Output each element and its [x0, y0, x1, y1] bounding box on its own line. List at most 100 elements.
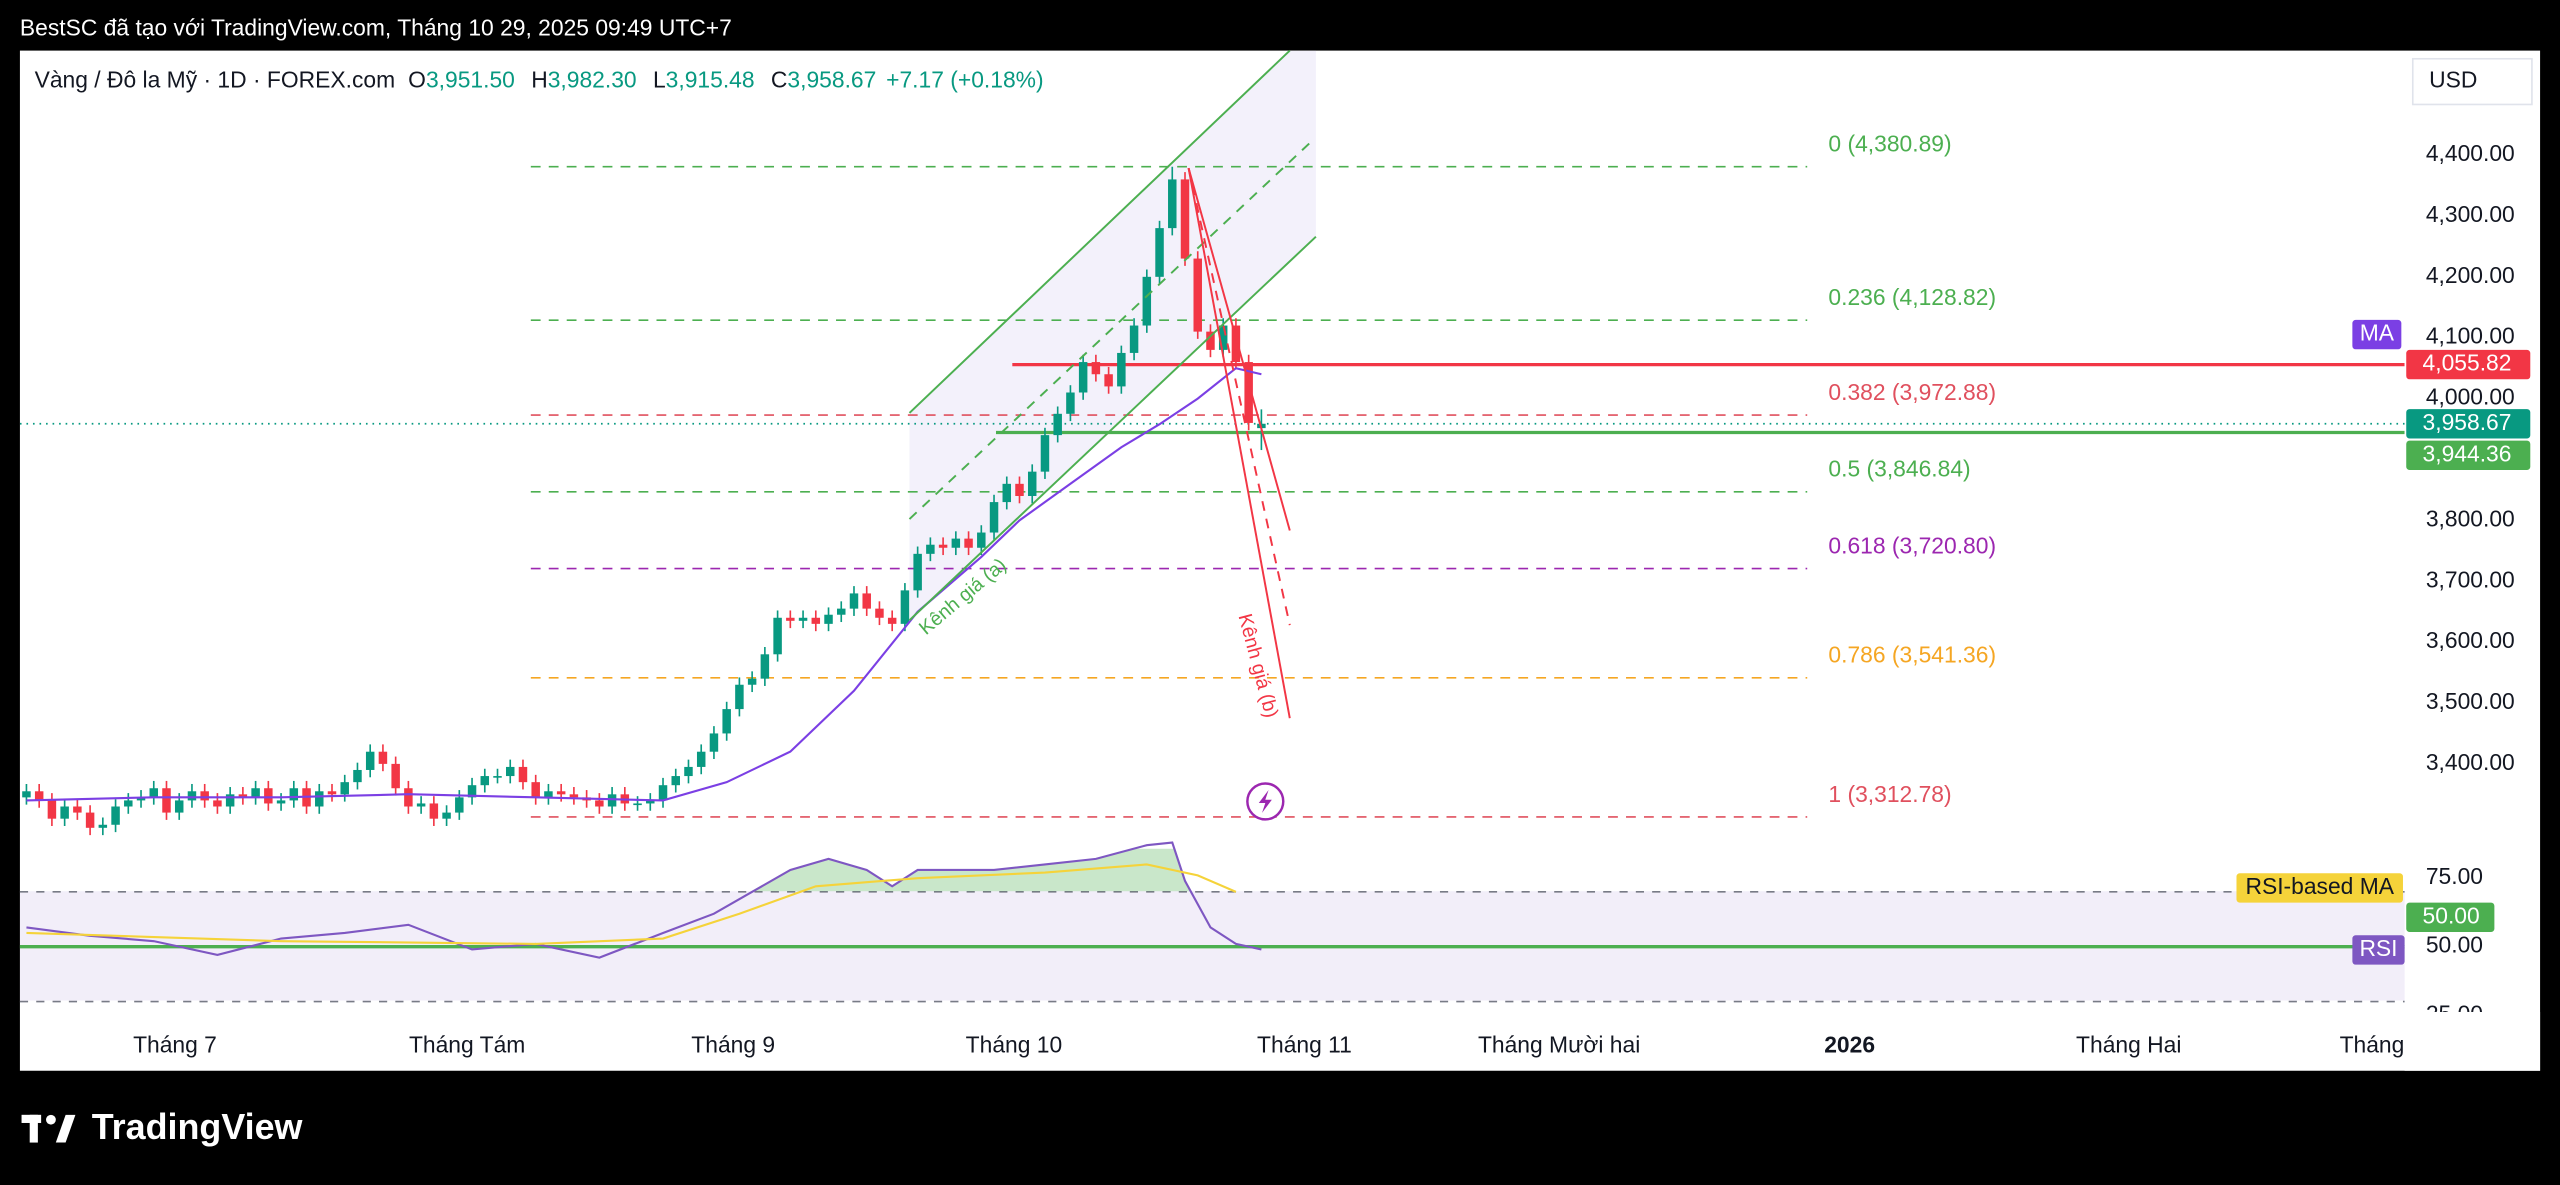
candle-body — [1078, 362, 1088, 393]
candle-body — [289, 788, 299, 801]
event-icon[interactable] — [1246, 782, 1285, 821]
candle-body — [276, 800, 286, 804]
candle-body — [773, 617, 782, 655]
candle-body — [1027, 471, 1037, 497]
ohlc-value: 3,915.48 — [666, 67, 755, 93]
candle-body — [1091, 362, 1101, 375]
candle-body — [887, 617, 897, 624]
candle-body — [786, 617, 795, 621]
symbol: Vàng / Đô la Mỹ · 1D · FOREX.com — [35, 67, 396, 93]
fib-label: 0.382 (3,972.88) — [1828, 379, 1996, 405]
axis-cover — [2404, 1011, 2541, 1071]
series-badge — [2352, 935, 2405, 965]
y-tick-label: 3,500.00 — [2426, 688, 2515, 714]
candle-body — [1053, 413, 1062, 436]
candle-body — [391, 763, 400, 789]
y-tick-label: 4,100.00 — [2426, 323, 2515, 349]
candle-body — [365, 751, 375, 770]
candle-body — [1002, 483, 1012, 503]
candle-body — [544, 791, 553, 798]
candle-body — [251, 788, 260, 798]
candle-body — [951, 538, 961, 548]
candle-body — [938, 544, 948, 548]
x-tick-label: Tháng Hai — [2076, 1031, 2181, 1057]
x-tick-label: Tháng — [2340, 1031, 2405, 1057]
candle-body — [1117, 352, 1126, 387]
candle-body — [480, 776, 490, 786]
candle-body — [378, 751, 388, 764]
channel-fill — [909, 50, 1316, 621]
rsi-level-badge-label: 50.00 — [2423, 902, 2480, 928]
candle-body — [442, 812, 451, 819]
price-badge-label: 3,944.36 — [2423, 440, 2512, 466]
x-tick-label: Tháng Mười hai — [1478, 1031, 1640, 1057]
candle-body — [493, 776, 502, 778]
candle-body — [73, 806, 82, 813]
candle-body — [595, 800, 604, 807]
ohlc-key: L — [653, 67, 666, 93]
symbol-header: Vàng / Đô la Mỹ · 1D · FOREX.com O3,951.5… — [35, 67, 1044, 93]
change: +7.17 (+0.18%) — [886, 67, 1043, 93]
y-tick-label: 3,800.00 — [2426, 505, 2515, 531]
candle-body — [455, 797, 464, 813]
x-tick-label: Tháng 11 — [1257, 1031, 1352, 1057]
candle-body — [429, 803, 439, 819]
candle-body — [977, 532, 986, 548]
candle-body — [1142, 276, 1152, 326]
y-tick-label: 3,600.00 — [2426, 627, 2515, 653]
candle-body — [926, 544, 935, 554]
series-badge-label: MA — [2360, 320, 2395, 346]
candle-body — [518, 766, 528, 783]
candle-body — [47, 800, 57, 819]
x-tick-label: 2026 — [1824, 1031, 1875, 1057]
candle-body — [747, 678, 757, 685]
candle-body — [213, 800, 222, 807]
candle-body — [200, 791, 209, 801]
candle-body — [149, 788, 159, 798]
candle-body — [1066, 392, 1075, 414]
candle-body — [900, 590, 910, 624]
candle-body — [1244, 362, 1253, 423]
candle-body — [849, 593, 859, 609]
x-tick-label: Tháng 10 — [966, 1031, 1063, 1057]
ohlc-value: 3,958.67 — [787, 67, 876, 93]
candle-body — [531, 782, 540, 798]
price-badge — [2406, 349, 2531, 380]
candle-body — [913, 553, 922, 591]
candle-body — [569, 794, 579, 798]
x-tick-label: Tháng 9 — [691, 1031, 775, 1057]
price-badge — [2406, 440, 2531, 471]
brand-logo — [21, 1114, 76, 1143]
candle-body — [416, 803, 426, 807]
candle-body — [98, 824, 108, 828]
candle-body — [353, 769, 362, 783]
candle-body — [1231, 325, 1241, 363]
candle-body — [646, 800, 655, 804]
candle-body — [658, 785, 668, 801]
series-line — [26, 863, 1237, 945]
candle-body — [964, 538, 973, 548]
channel-a — [908, 49, 1317, 621]
candle-body — [709, 733, 719, 752]
y-tick-label: 4,000.00 — [2426, 384, 2515, 410]
candle-body — [1206, 331, 1215, 350]
price-badge — [2406, 409, 2531, 439]
ohlc-key: H — [531, 67, 548, 93]
plot — [19, 50, 2405, 836]
candle-body — [862, 593, 871, 609]
x-tick-label: Tháng Tám — [409, 1031, 525, 1057]
candle-body — [225, 794, 235, 807]
candle-body — [238, 794, 248, 798]
currency-box[interactable] — [2411, 57, 2533, 106]
fib-label: 0.786 (3,541.36) — [1828, 642, 1996, 668]
candle-body — [1155, 228, 1164, 277]
candle-body — [684, 766, 693, 777]
currency[interactable]: USD — [2429, 67, 2477, 93]
candle-body — [174, 800, 184, 813]
top-bar: BestSC đã tạo với TradingView.com, Tháng… — [20, 14, 732, 40]
candle-body — [85, 812, 95, 828]
candle-body — [124, 800, 133, 807]
candle-body — [34, 791, 44, 801]
